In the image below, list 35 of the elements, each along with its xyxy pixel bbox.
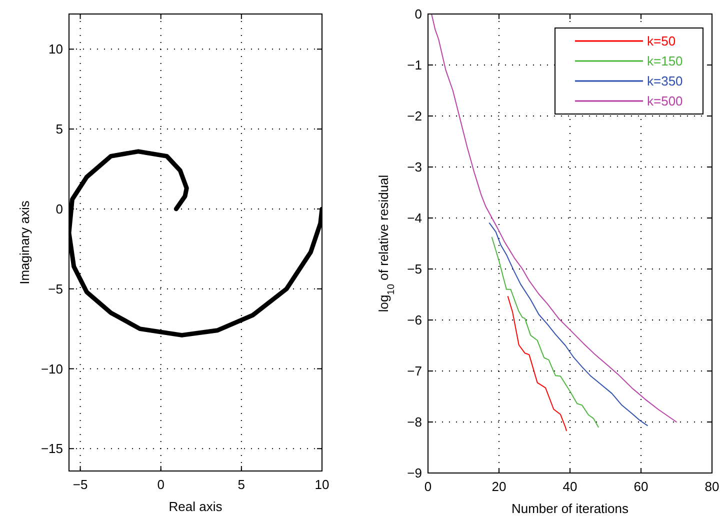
y-tick-label: −9 (407, 466, 422, 481)
y-tick-label: −6 (407, 312, 422, 328)
y-tick-label: −7 (407, 364, 422, 379)
y-tick-label: −3 (407, 160, 422, 175)
line-series (488, 222, 648, 426)
x-tick-label: 10 (314, 477, 330, 492)
text: k=150 (647, 54, 683, 69)
x-tick-label: 60 (634, 479, 648, 494)
text: k=350 (647, 74, 683, 89)
x-tick-label: 40 (562, 479, 578, 494)
x-tick-label: 80 (704, 479, 720, 494)
y-tick-label: −15 (40, 441, 63, 456)
y-tick-label: −10 (40, 361, 63, 376)
x-tick-label: 0 (424, 479, 432, 494)
line-series (491, 236, 599, 428)
y-tick-label: 5 (56, 122, 63, 137)
x-tick-label: 20 (492, 479, 506, 494)
y-tick-label: −1 (407, 58, 422, 73)
x-axis-title: Real axis (168, 499, 223, 514)
y-tick-label: −4 (407, 210, 422, 226)
y-tick-label: −2 (407, 108, 422, 124)
line-series (507, 296, 567, 432)
y-tick-label: 0 (414, 6, 422, 22)
x-tick-label: 0 (157, 477, 164, 492)
y-axis-title: Imaginary axis (17, 200, 32, 284)
text: k=500 (647, 94, 683, 109)
y-tick-label: −5 (48, 281, 63, 296)
text: k=50 (647, 34, 676, 49)
y-tick-label: 10 (48, 42, 63, 57)
y-tick-label: −5 (407, 262, 422, 277)
x-tick-label: 5 (238, 477, 246, 492)
y-tick-label: 0 (56, 201, 63, 216)
x-tick-label: −5 (72, 477, 88, 492)
x-axis-title: Number of iterations (511, 501, 630, 516)
y-tick-label: −8 (407, 414, 422, 430)
